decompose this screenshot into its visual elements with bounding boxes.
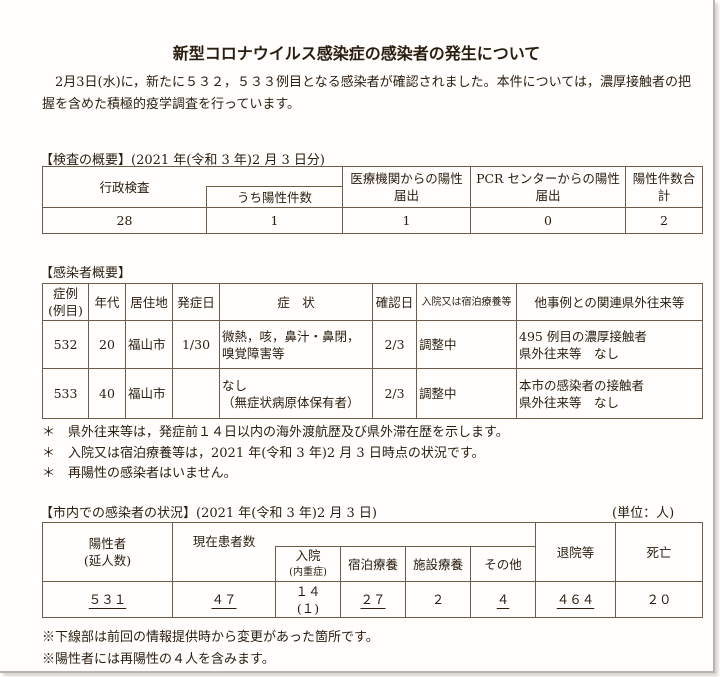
hospital-label: 入院 xyxy=(295,548,321,563)
header-age: 年代 xyxy=(88,283,126,321)
case-onset xyxy=(172,368,220,419)
page-title: 新型コロナウイルス感染症の感染者の発生について xyxy=(172,44,541,63)
header-onset: 発症日 xyxy=(172,283,220,321)
travel-text: 県外往来等 なし xyxy=(519,394,620,410)
header-current: 現在患者数 xyxy=(172,522,276,582)
cases-note: ＊ 再陽性の感染者はいません。 xyxy=(42,466,237,481)
intro-paragraph: 2月3日(水)に，新たに５３２，５３３例目となる感染者が確認されました。本件につ… xyxy=(42,75,691,112)
case-residence: 福山市 xyxy=(125,368,173,419)
case-number: 532 xyxy=(42,320,89,369)
status-note: ※下線部は前回の情報提供時から変更があった箇所です。 xyxy=(42,630,379,645)
cases-note: ＊ 県外往来等は，発症前１４日以内の海外渡航歴及び県外滞在歴を示します。 xyxy=(42,425,509,440)
case-onset: 1/30 xyxy=(172,320,220,369)
header-hotel: 宿泊療養 xyxy=(340,546,406,582)
table-row: 533 40 福山市 なし （無症状病原体保有者） 2/3 調整中 本市の感染者の… xyxy=(42,368,703,419)
value-deaths: ２０ xyxy=(615,581,703,618)
header-confirmed: 確認日 xyxy=(372,283,417,321)
value-current: ４７ xyxy=(211,592,237,607)
header-deaths: 死亡 xyxy=(615,522,703,582)
header-hospital: 入院 (内重症) xyxy=(275,546,341,582)
case-symptoms: 微熱，咳，鼻汁・鼻閉，嗅覚障害等 xyxy=(219,320,373,369)
case-confirmed: 2/3 xyxy=(372,320,417,369)
case-age: 20 xyxy=(88,320,126,369)
status-note: ※陽性者には再陽性の４人を含みます。 xyxy=(42,652,275,667)
header-residence: 居住地 xyxy=(125,283,173,321)
value-pcr: 0 xyxy=(470,207,626,234)
cases-table: 症例(例目) 年代 居住地 発症日 症 状 確認日 入院又は宿泊療養等 他事例と… xyxy=(42,283,703,419)
case-status: 調整中 xyxy=(416,368,517,419)
header-admin-positive: うち陽性件数 xyxy=(206,186,343,208)
case-residence: 福山市 xyxy=(125,320,173,369)
header-medical: 医療機関からの陽性届出 xyxy=(342,166,471,208)
severe-count: (１) xyxy=(296,600,320,616)
value-positive: ５３１ xyxy=(88,592,127,607)
cases-heading: 【感染者概要】 xyxy=(40,266,132,281)
tests-heading: 【検査の概要】(2021 年(令和 3 年)2 月 3 日分) xyxy=(40,153,325,168)
cases-note: ＊ 入院又は宿泊療養等は，2021 年(令和 3 年)2 月 3 日時点の状況で… xyxy=(42,446,485,461)
table-row: 532 20 福山市 1/30 微熱，咳，鼻汁・鼻閉，嗅覚障害等 2/3 調整中… xyxy=(42,320,703,369)
case-relation: 495 例目の濃厚接触者 県外往来等 なし xyxy=(516,320,703,369)
header-facility: 施設療養 xyxy=(405,546,471,582)
hospital-sub-label: (内重症) xyxy=(289,567,327,578)
value-admin-positive: 1 xyxy=(206,207,343,234)
positive-sub-label: (延人数) xyxy=(83,553,132,568)
header-admin: 行政検査 xyxy=(42,166,207,208)
relation-text: 本市の感染者の接触者 xyxy=(519,377,645,393)
tests-table: 行政検査 医療機関からの陽性届出 PCR センターからの陽性届出 陽性件数合 計… xyxy=(42,166,708,234)
value-discharged: ４６４ xyxy=(556,592,595,607)
case-confirmed: 2/3 xyxy=(372,368,417,419)
case-number: 533 xyxy=(42,368,89,419)
relation-text: 495 例目の濃厚接触者 xyxy=(519,328,647,344)
value-facility: ２ xyxy=(405,581,471,618)
positive-label: 陽性者 xyxy=(88,536,127,551)
value-hotel: ２７ xyxy=(360,592,386,607)
case-status: 調整中 xyxy=(416,320,517,369)
value-medical: 1 xyxy=(342,207,471,234)
header-case: 症例(例目) xyxy=(42,283,89,321)
status-heading: 【市内での感染者の状況】(2021 年(令和 3 年)2 月 3 日) xyxy=(40,506,377,521)
header-discharged: 退院等 xyxy=(535,522,616,582)
status-table: 陽性者 (延人数) 現在患者数 退院等 死亡 入院 (内重症) 宿泊療養 施設療養 … xyxy=(42,522,703,618)
case-relation: 本市の感染者の接触者 県外往来等 なし xyxy=(516,368,703,419)
header-symptoms: 症 状 xyxy=(219,283,373,321)
case-symptoms: なし （無症状病原体保有者） xyxy=(219,368,373,419)
case-age: 40 xyxy=(88,368,126,419)
value-total: 2 xyxy=(625,207,703,234)
symptoms-note: （無症状病原体保有者） xyxy=(222,394,360,410)
value-admin: 28 xyxy=(42,207,207,234)
header-positive: 陽性者 (延人数) xyxy=(42,522,173,582)
header-total: 陽性件数合 計 xyxy=(625,166,708,208)
travel-text: 県外往来等 なし xyxy=(519,345,620,361)
header-relation: 他事例との関連県外往来等 xyxy=(516,283,703,321)
value-hospital: １４ (１) xyxy=(275,581,341,618)
value-other: ４ xyxy=(496,592,510,607)
symptoms-text: なし xyxy=(222,377,248,393)
hospital-count: １４ xyxy=(295,583,321,599)
header-status: 入院又は宿泊療養等 xyxy=(416,283,517,321)
header-pcr: PCR センターからの陽性届出 xyxy=(470,166,626,208)
unit-label: (単位：人) xyxy=(612,506,675,521)
header-other: その他 xyxy=(470,546,536,582)
